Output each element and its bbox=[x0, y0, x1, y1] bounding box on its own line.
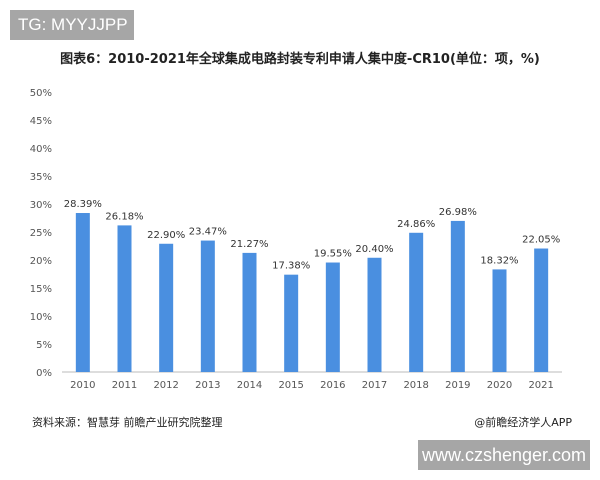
x-tick-label: 2014 bbox=[237, 380, 262, 391]
bar-2015 bbox=[284, 274, 299, 372]
data-label: 20.40% bbox=[355, 244, 393, 255]
y-tick-label: 10% bbox=[30, 312, 52, 323]
bar-2012 bbox=[159, 243, 174, 372]
y-tick-label: 0% bbox=[36, 368, 52, 379]
x-tick-label: 2021 bbox=[528, 380, 553, 391]
bar-2020 bbox=[492, 269, 507, 372]
website-watermark: www.czshenger.com bbox=[418, 440, 590, 470]
bar-2013 bbox=[200, 240, 215, 372]
data-label: 23.47% bbox=[189, 227, 227, 238]
bar-2019 bbox=[450, 220, 465, 372]
data-label: 28.39% bbox=[64, 199, 102, 210]
data-label: 22.90% bbox=[147, 230, 185, 241]
data-label: 22.05% bbox=[522, 235, 560, 246]
x-tick-label: 2010 bbox=[70, 380, 95, 391]
x-tick-label: 2016 bbox=[320, 380, 345, 391]
x-tick-label: 2013 bbox=[195, 380, 220, 391]
y-tick-label: 40% bbox=[30, 144, 52, 155]
y-tick-label: 25% bbox=[30, 228, 52, 239]
y-tick-label: 50% bbox=[30, 88, 52, 99]
data-label: 18.32% bbox=[480, 255, 518, 266]
x-tick-label: 2019 bbox=[445, 380, 470, 391]
data-label: 24.86% bbox=[397, 219, 435, 230]
x-tick-label: 2012 bbox=[153, 380, 178, 391]
chart-title: 图表6：2010-2021年全球集成电路封装专利申请人集中度-CR10(单位：项… bbox=[60, 52, 540, 67]
y-tick-label: 15% bbox=[30, 284, 52, 295]
watermark-tag: TG: MYYJJPP bbox=[10, 10, 134, 40]
y-tick-label: 30% bbox=[30, 200, 52, 211]
y-tick-label: 5% bbox=[36, 340, 52, 351]
brand-credit: @前瞻经济学人APP bbox=[474, 416, 572, 429]
bar-2017 bbox=[367, 257, 382, 372]
bar-2018 bbox=[409, 232, 424, 372]
x-tick-label: 2015 bbox=[278, 380, 303, 391]
data-label: 26.98% bbox=[439, 207, 477, 218]
source-note: 资料来源：智慧芽 前瞻产业研究院整理 bbox=[32, 416, 223, 429]
y-tick-label: 45% bbox=[30, 116, 52, 127]
data-label: 17.38% bbox=[272, 261, 310, 272]
bar-2021 bbox=[534, 248, 549, 372]
data-label: 19.55% bbox=[314, 249, 352, 260]
data-label: 21.27% bbox=[230, 239, 268, 250]
bar-2010 bbox=[75, 213, 90, 372]
bar-2011 bbox=[117, 225, 132, 372]
bar-2016 bbox=[325, 262, 340, 372]
y-tick-label: 35% bbox=[30, 172, 52, 183]
x-tick-label: 2017 bbox=[362, 380, 387, 391]
x-tick-label: 2011 bbox=[112, 380, 137, 391]
y-tick-label: 20% bbox=[30, 256, 52, 267]
data-label: 26.18% bbox=[105, 211, 143, 222]
bar-2014 bbox=[242, 252, 257, 372]
x-tick-label: 2018 bbox=[403, 380, 428, 391]
x-tick-label: 2020 bbox=[487, 380, 512, 391]
